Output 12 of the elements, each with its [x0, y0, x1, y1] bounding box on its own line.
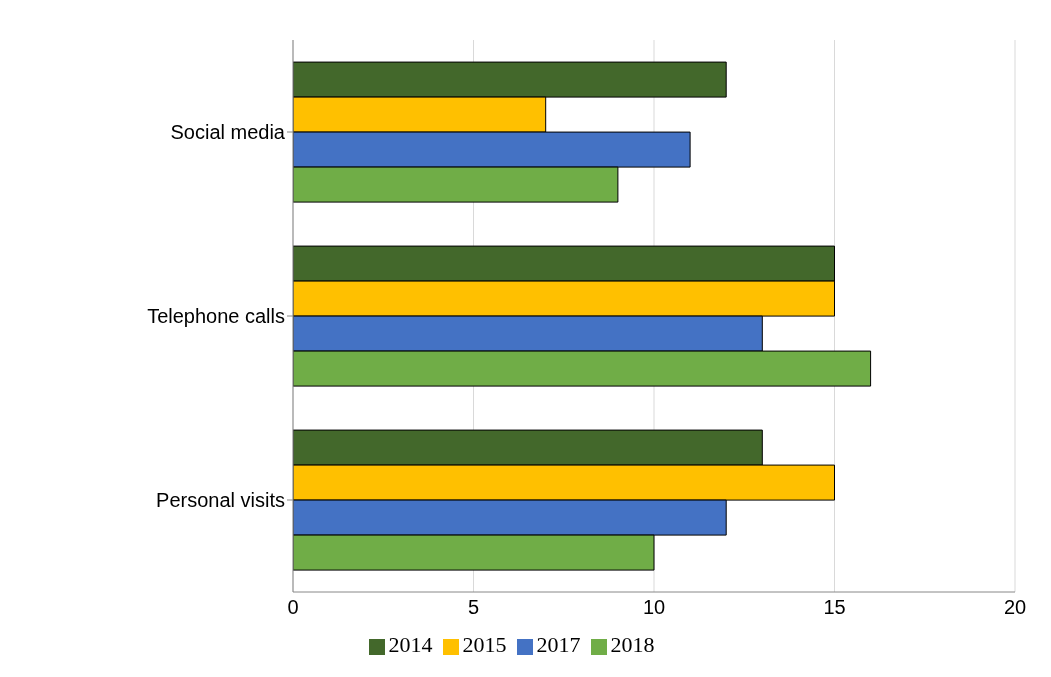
y-tick-label: Personal visits — [156, 489, 285, 512]
y-tick-label: Telephone calls — [147, 305, 285, 328]
x-tick-label: 5 — [467, 596, 480, 619]
legend-label: 2015 — [462, 632, 507, 657]
x-tick-label: 10 — [642, 596, 666, 619]
legend-label: 2018 — [610, 632, 655, 657]
legend-label: 2017 — [536, 632, 581, 657]
legend-label: 2014 — [388, 632, 433, 657]
x-tick-label: 0 — [287, 596, 299, 619]
y-tick-label: Social media — [170, 121, 286, 144]
x-tick-label: 15 — [823, 596, 846, 619]
x-tick-label: 20 — [1003, 596, 1027, 619]
